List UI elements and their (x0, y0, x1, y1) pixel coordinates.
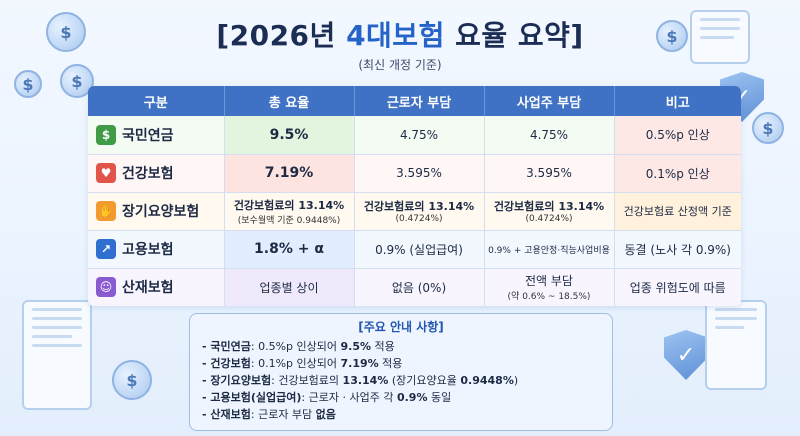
header-note: 비고 (614, 86, 741, 116)
employee-share-cell: 3.595% (354, 154, 485, 193)
title-prefix: [2026년 (216, 19, 347, 52)
pension-icon: $ (96, 124, 116, 145)
row-name: 장기요양보험 (122, 204, 200, 220)
notice-text: : 0.5%p 인상되어 (250, 340, 341, 353)
employer-share-cell: 건강보험료의 13.14% (0.4724%) (484, 192, 615, 231)
page-subtitle: (최신 개정 기준) (358, 58, 442, 72)
care-hands-icon: ✋ (96, 201, 116, 221)
notice-value: 없음 (315, 408, 336, 421)
notice-label: - 고용보험(실업급여) (202, 391, 302, 404)
total-rate-sub: (보수월액 기준 0.9448%) (237, 215, 341, 226)
notice-item: - 산재보험: 근로자 부담 없음 (202, 406, 600, 423)
table-row: ☺ 산재보험 업종별 상이 없음 (0%) 전액 부담 (약 0.6% ~ 18.5… (88, 268, 741, 306)
employer-share-cell: 전액 부담 (약 0.6% ~ 18.5%) (484, 268, 615, 306)
note-cell: 동결 (노사 각 0.9%) (614, 230, 741, 269)
employer-share-main: 건강보험료의 13.14% (493, 200, 605, 213)
note-cell: 0.5%p 인상 (614, 116, 741, 155)
dollar-coin-icon: $ (14, 70, 42, 98)
row-name-cell: ↗ 고용보험 (88, 230, 225, 269)
heart-pulse-icon: ♥ (96, 163, 116, 183)
header-total-rate: 총 요율 (224, 86, 355, 116)
notice-title: [주요 안내 사항] (358, 320, 444, 334)
notice-item: - 국민연금: 0.5%p 인상되어 9.5% 적용 (202, 338, 600, 355)
row-name-cell: ☺ 산재보험 (88, 268, 225, 306)
employee-share-cell: 0.9% (실업급여) (354, 230, 485, 269)
notice-value: 9.5% (340, 340, 371, 353)
page-title: [2026년 4대보험 요율 요약] (0, 14, 800, 54)
insurance-rate-table: 구분 총 요율 근로자 부담 사업주 부담 비고 $ 국민연금 9.5% 4.75… (88, 86, 741, 306)
employee-share-main: 건강보험료의 13.14% (363, 200, 475, 213)
employer-share-cell: 4.75% (484, 116, 615, 155)
employer-share-cell: 0.9% + 고용안정·직능사업비용 (484, 230, 615, 269)
title-suffix: 요율 요약] (444, 19, 584, 52)
row-name: 고용보험 (122, 242, 174, 258)
dollar-coin-icon: $ (60, 64, 94, 98)
employee-share-cell: 건강보험료의 13.14% (0.4724%) (354, 192, 485, 231)
dollar-coin-icon: $ (46, 12, 86, 52)
employer-share-sub: (약 0.6% ~ 18.5%) (507, 292, 591, 303)
employee-share-cell: 4.75% (354, 116, 485, 155)
header-category: 구분 (88, 86, 225, 116)
notice-text: 적용 (378, 357, 403, 370)
header-employer-share: 사업주 부담 (484, 86, 615, 116)
note-cell: 0.1%p 인상 (614, 154, 741, 193)
dollar-coin-icon: $ (112, 360, 152, 400)
row-name: 건강보험 (122, 166, 174, 182)
notice-text: : 근로자 · 사업주 각 (301, 391, 397, 404)
notice-item: - 고용보험(실업급여): 근로자 · 사업주 각 0.9% 동일 (202, 389, 600, 406)
notice-text: 적용 (371, 340, 395, 353)
total-rate-cell: 9.5% (224, 116, 355, 155)
worker-icon: ☺ (96, 277, 116, 298)
notice-text: : 0.1%p 인상되어 (250, 357, 341, 370)
row-name: 국민연금 (122, 127, 174, 144)
dollar-coin-icon: $ (656, 20, 688, 52)
table-row: ♥ 건강보험 7.19% 3.595% 3.595% 0.1%p 인상 (88, 154, 741, 193)
employee-share-cell: 없음 (0%) (354, 268, 485, 306)
employer-share-sub: (0.4724%) (525, 214, 573, 224)
notice-value: 13.14% (342, 374, 389, 387)
report-icon (705, 300, 767, 390)
notice-text: ) (513, 374, 519, 387)
notice-item: - 건강보험: 0.1%p 인상되어 7.19% 적용 (202, 355, 600, 372)
employer-share-cell: 3.595% (484, 154, 615, 193)
notice-value: 0.9% (396, 391, 428, 404)
row-name-cell: ✋ 장기요양보험 (88, 192, 225, 231)
chart-document-icon (690, 10, 750, 64)
total-rate-cell: 업종별 상이 (224, 268, 355, 306)
employee-share-sub: (0.4724%) (395, 214, 443, 224)
document-icon (22, 300, 92, 410)
growth-chart-icon: ↗ (96, 239, 116, 259)
header-employee-share: 근로자 부담 (354, 86, 485, 116)
notice-text: 동일 (427, 391, 452, 404)
note-cell: 업종 위험도에 따름 (614, 268, 741, 306)
notice-box: [주요 안내 사항] - 국민연금: 0.5%p 인상되어 9.5% 적용 - … (189, 313, 613, 431)
total-rate-cell: 7.19% (224, 154, 355, 193)
dollar-coin-icon: $ (752, 112, 784, 144)
notice-label: - 산재보험 (202, 408, 251, 421)
table-row: ✋ 장기요양보험 건강보험료의 13.14% (보수월액 기준 0.9448%) 건… (88, 192, 741, 231)
title-highlight: 4대보험 (346, 19, 445, 52)
notice-label: - 장기요양보험 (202, 374, 272, 387)
row-name-cell: ♥ 건강보험 (88, 154, 225, 193)
notice-value: 7.19% (340, 357, 379, 370)
total-rate-cell: 건강보험료의 13.14% (보수월액 기준 0.9448%) (224, 192, 355, 231)
notice-text: : 건강보험료의 (271, 374, 343, 387)
table-header-row: 구분 총 요율 근로자 부담 사업주 부담 비고 (88, 86, 741, 116)
notice-label: - 국민연금 (202, 340, 251, 353)
notice-label: - 건강보험 (202, 357, 251, 370)
table-row: $ 국민연금 9.5% 4.75% 4.75% 0.5%p 인상 (88, 116, 741, 155)
notice-value: 0.9448% (460, 374, 514, 387)
note-cell: 건강보험료 산정액 기준 (614, 192, 741, 231)
row-name: 산재보험 (122, 280, 174, 297)
total-rate-cell: 1.8% + α (224, 230, 355, 269)
total-rate-main: 건강보험료의 13.14% (233, 198, 345, 212)
employer-share-main: 전액 부담 (525, 274, 573, 289)
shield-check-icon: ✓ (664, 330, 708, 380)
notice-item: - 장기요양보험: 건강보험료의 13.14% (장기요양요율 0.9448%) (202, 372, 600, 389)
table-row: ↗ 고용보험 1.8% + α 0.9% (실업급여) 0.9% + 고용안정·직… (88, 230, 741, 269)
notice-text: (장기요양요율 (388, 374, 461, 387)
notice-text: : 근로자 부담 (250, 408, 316, 421)
row-name-cell: $ 국민연금 (88, 116, 225, 155)
